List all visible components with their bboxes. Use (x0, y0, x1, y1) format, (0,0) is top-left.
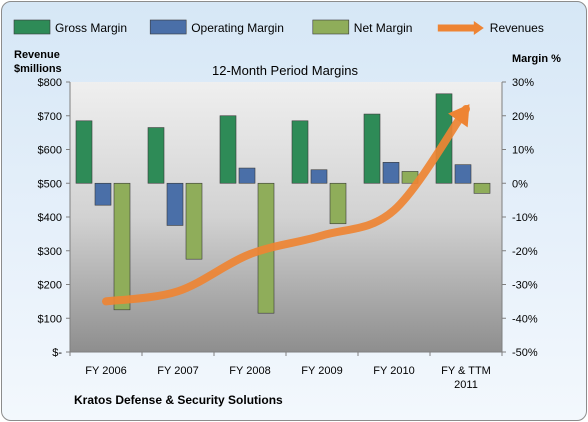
legend-swatch-head (473, 21, 484, 35)
x-tick-label: FY 2006 (85, 365, 126, 377)
right-tick-label: 20% (512, 111, 534, 123)
revenue-series (102, 104, 470, 306)
revenue-arrow-head (448, 104, 470, 128)
left-axis-label-line2: $millions (14, 63, 62, 75)
x-tick-label: FY 2009 (301, 365, 342, 377)
bar-gross-margin-fy-2007 (147, 127, 165, 184)
right-tick-label: 10% (512, 145, 534, 157)
company-name: Kratos Defense & Security Solutions (74, 393, 283, 407)
bar-gross-margin-fy-2008 (219, 115, 237, 184)
legend-item-revenues: Revenues (437, 21, 544, 35)
bar-operating-margin-fy-2009 (310, 169, 328, 184)
right-tick-label: -50% (512, 347, 538, 359)
right-tick-label: -40% (512, 313, 538, 325)
legend-item-net-margin: Net Margin (312, 19, 413, 35)
left-tick-label: $500 (38, 178, 62, 190)
left-tick-label: $400 (38, 212, 62, 224)
x-tick-label: FY 2007 (157, 365, 198, 377)
left-tick-label: $600 (38, 145, 62, 157)
legend-label: Gross Margin (55, 21, 127, 35)
right-tick-label: -20% (512, 246, 538, 258)
bar-operating-margin-fy-ttm-2011 (454, 164, 472, 184)
bar-operating-margin-fy-2006 (94, 182, 112, 206)
x-tick-label: FY 2008 (229, 365, 270, 377)
plot-area (70, 82, 502, 352)
legend-item-operating-margin: Operating Margin (149, 19, 284, 35)
left-tick-label: $300 (38, 246, 62, 258)
bar-gross-margin-fy-2009 (291, 120, 309, 184)
bar-gross-margin-fy-2010 (363, 113, 381, 184)
legend-label: Revenues (490, 21, 544, 35)
bar-operating-margin-fy-2010 (382, 162, 400, 184)
right-tick-label: -30% (512, 280, 538, 292)
legend-label: Net Margin (354, 21, 413, 35)
bar-operating-margin-fy-2008 (238, 167, 256, 184)
chart-title: 12-Month Period Margins (212, 63, 358, 78)
legend-label: Operating Margin (191, 21, 284, 35)
right-tick-label: 30% (512, 77, 534, 89)
legend-swatch-operating-margin (149, 19, 187, 35)
left-tick-label: $100 (38, 313, 62, 325)
left-tick-label: $- (52, 347, 62, 359)
right-tick-label: 0% (512, 178, 528, 190)
left-tick-label: $200 (38, 280, 62, 292)
bar-net-margin-fy-2007 (185, 182, 203, 260)
legend-swatch-net-margin (312, 19, 350, 35)
legend-item-gross-margin: Gross Margin (13, 19, 127, 35)
right-tick-label: -10% (512, 212, 538, 224)
left-axis-label-line1: Revenue (14, 49, 60, 61)
legend-swatch-gross-margin (13, 19, 51, 35)
bar-net-margin-fy-2009 (329, 182, 347, 225)
left-tick-label: $700 (38, 111, 62, 123)
bar-gross-margin-fy-2006 (75, 120, 93, 184)
bar-net-margin-fy-ttm-2011 (473, 182, 491, 194)
legend: Gross Margin Operating Margin Net Margin Re… (13, 19, 544, 35)
x-tick-label: 2011 (454, 379, 478, 391)
axes: $- $100 $200 $300 $400 $500 $600 $700 $800 -50% -4… (38, 77, 538, 391)
bars (75, 93, 491, 314)
x-tick-label: FY 2010 (373, 365, 414, 377)
bar-operating-margin-fy-2007 (166, 182, 184, 226)
bar-net-margin-fy-2006 (113, 182, 131, 311)
left-tick-label: $800 (38, 77, 62, 89)
x-tick-label: FY & TTM (441, 365, 491, 377)
right-axis-label: Margin % (512, 53, 561, 65)
